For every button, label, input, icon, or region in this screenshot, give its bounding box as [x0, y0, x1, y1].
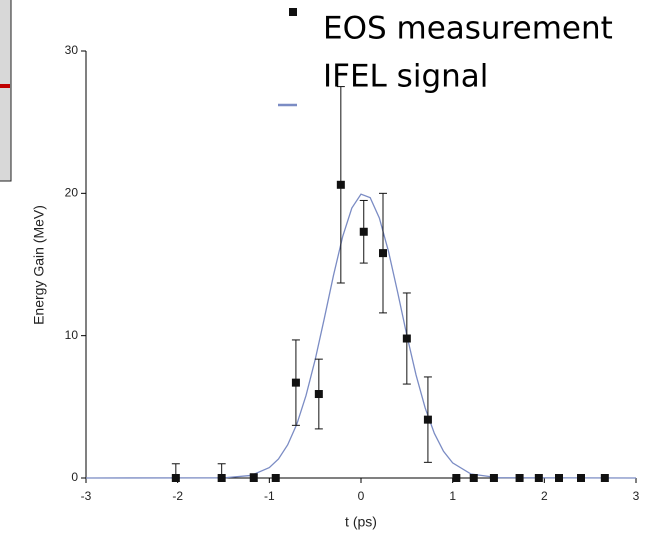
- data-point: [555, 474, 563, 482]
- x-tick-label: -3: [81, 489, 92, 503]
- data-point: [314, 390, 323, 399]
- y-axis-label: Energy Gain (MeV): [31, 205, 47, 325]
- data-point: [249, 474, 258, 482]
- x-tick-label: -2: [172, 489, 183, 503]
- data-point: [171, 474, 180, 482]
- cropped-inset-mark: [0, 84, 10, 88]
- data-point: [534, 474, 543, 482]
- x-tick-label: 2: [541, 489, 548, 503]
- y-tick-label: 10: [65, 328, 79, 342]
- x-axis-label: t (ps): [345, 514, 377, 530]
- data-point: [291, 378, 300, 387]
- data-point: [402, 334, 411, 343]
- data-point: [336, 180, 345, 189]
- data-point: [452, 474, 461, 482]
- x-tick-label: -1: [264, 489, 275, 503]
- data-point: [217, 474, 226, 482]
- data-point: [359, 227, 368, 236]
- data-point: [600, 474, 609, 482]
- legend-label: IFEL signal: [323, 59, 488, 95]
- legend-marker: [289, 8, 297, 16]
- signal-line: [85, 193, 637, 479]
- legend-label: EOS measurement: [323, 11, 613, 47]
- x-tick-label: 0: [358, 489, 365, 503]
- data-point: [489, 474, 498, 482]
- y-tick-label: 20: [65, 186, 79, 200]
- y-tick-label: 30: [65, 43, 79, 57]
- data-point: [469, 474, 478, 482]
- x-tick-label: 3: [633, 489, 640, 503]
- data-point: [271, 474, 280, 482]
- data-point: [515, 474, 524, 482]
- x-tick-label: 1: [449, 489, 456, 503]
- cropped-inset: [0, 0, 12, 182]
- data-point: [577, 474, 585, 482]
- y-tick-label: 0: [71, 470, 78, 484]
- data-point: [379, 249, 387, 258]
- data-point: [423, 415, 432, 424]
